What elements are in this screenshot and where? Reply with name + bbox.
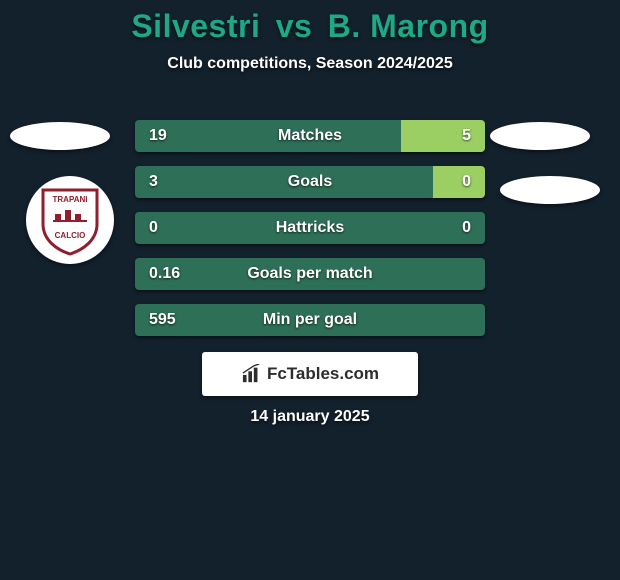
stat-label: Hattricks xyxy=(135,212,485,244)
stat-row: 30Goals xyxy=(135,166,485,198)
stats-comparison-table: 195Matches 30Goals 00Hattricks 0.16Goals pe… xyxy=(135,120,485,350)
player1-name: Silvestri xyxy=(131,8,260,44)
svg-text:CALCIO: CALCIO xyxy=(55,231,86,240)
player2-avatar-placeholder xyxy=(490,122,590,150)
stat-row: 0.16Goals per match xyxy=(135,258,485,290)
stat-row: 195Matches xyxy=(135,120,485,152)
stat-row: 00Hattricks xyxy=(135,212,485,244)
comparison-title: Silvestri vs B. Marong xyxy=(0,0,620,45)
svg-text:TRAPANI: TRAPANI xyxy=(53,195,88,204)
branding-text: FcTables.com xyxy=(267,364,379,384)
branding-badge: FcTables.com xyxy=(202,352,418,396)
player1-club-badge: TRAPANI CALCIO xyxy=(26,176,114,264)
vs-text: vs xyxy=(276,8,313,44)
player1-avatar-placeholder xyxy=(10,122,110,150)
subtitle: Club competitions, Season 2024/2025 xyxy=(0,55,620,73)
bar-chart-icon xyxy=(241,364,263,384)
stat-label: Goals xyxy=(135,166,485,198)
comparison-date: 14 january 2025 xyxy=(0,408,620,426)
player2-name: B. Marong xyxy=(328,8,489,44)
shield-icon: TRAPANI CALCIO xyxy=(39,184,101,256)
player2-club-placeholder xyxy=(500,176,600,204)
stat-row: 595Min per goal xyxy=(135,304,485,336)
stat-label: Goals per match xyxy=(135,258,485,290)
stat-label: Matches xyxy=(135,120,485,152)
stat-label: Min per goal xyxy=(135,304,485,336)
